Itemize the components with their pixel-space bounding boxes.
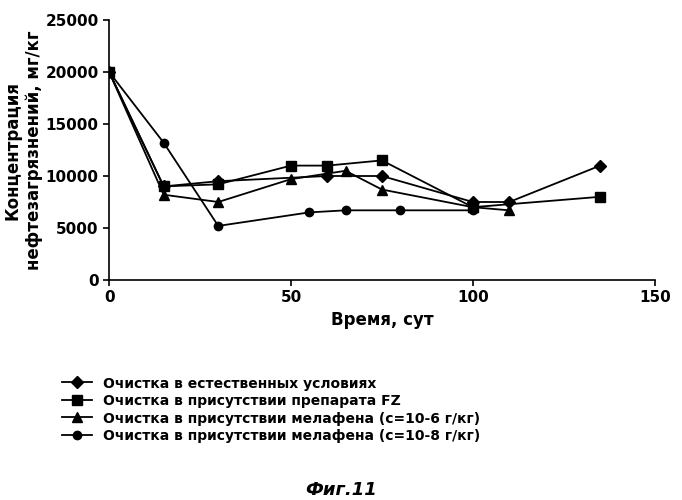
Line: Очистка в естественных условиях: Очистка в естественных условиях	[105, 68, 604, 206]
Y-axis label: Концентрация
нефтезагрязнений, мг/кг: Концентрация нефтезагрязнений, мг/кг	[4, 30, 43, 270]
Очистка в естественных условиях	[469, 199, 477, 205]
Очистка в присутствии мелафена (с=10-6 г/кг)	[378, 186, 386, 192]
Очистка в присутствии препарата FZ	[596, 194, 604, 200]
Очистка в естественных условиях	[160, 184, 168, 190]
Очистка в присутствии мелафена (с=10-8 г/кг)	[214, 223, 222, 229]
Очистка в естественных условиях	[214, 178, 222, 184]
Очистка в присутствии мелафена (с=10-6 г/кг)	[469, 204, 477, 210]
Очистка в присутствии мелафена (с=10-8 г/кг)	[105, 69, 113, 75]
Line: Очистка в присутствии препарата FZ: Очистка в присутствии препарата FZ	[104, 67, 605, 212]
Очистка в присутствии препарата FZ	[214, 182, 222, 188]
Очистка в естественных условиях	[105, 69, 113, 75]
Очистка в присутствии препарата FZ	[105, 69, 113, 75]
Line: Очистка в присутствии мелафена (с=10-8 г/кг): Очистка в присутствии мелафена (с=10-8 г…	[105, 68, 477, 230]
Очистка в естественных условиях	[505, 199, 514, 205]
Очистка в естественных условиях	[596, 162, 604, 168]
Очистка в присутствии мелафена (с=10-8 г/кг)	[160, 140, 168, 145]
Очистка в присутствии мелафена (с=10-6 г/кг)	[342, 168, 350, 174]
Очистка в присутствии препарата FZ	[323, 162, 331, 168]
Очистка в присутствии мелафена (с=10-8 г/кг)	[305, 210, 313, 216]
Очистка в присутствии мелафена (с=10-6 г/кг)	[287, 176, 295, 182]
Очистка в присутствии препарата FZ	[469, 204, 477, 210]
Очистка в присутствии препарата FZ	[160, 184, 168, 190]
Text: Фиг.11: Фиг.11	[305, 481, 377, 499]
X-axis label: Время, сут: Время, сут	[331, 311, 433, 329]
Очистка в присутствии мелафена (с=10-6 г/кг)	[160, 192, 168, 198]
Очистка в присутствии мелафена (с=10-8 г/кг)	[342, 208, 350, 214]
Очистка в присутствии мелафена (с=10-6 г/кг)	[505, 208, 514, 214]
Очистка в присутствии мелафена (с=10-6 г/кг)	[105, 69, 113, 75]
Очистка в присутствии мелафена (с=10-8 г/кг)	[469, 208, 477, 214]
Очистка в присутствии препарата FZ	[378, 158, 386, 164]
Очистка в присутствии мелафена (с=10-6 г/кг)	[214, 199, 222, 205]
Очистка в естественных условиях	[378, 173, 386, 179]
Очистка в присутствии мелафена (с=10-8 г/кг)	[396, 208, 404, 214]
Очистка в естественных условиях	[323, 173, 331, 179]
Legend: Очистка в естественных условиях, Очистка в присутствии препарата FZ, Очистка в п: Очистка в естественных условиях, Очистка…	[61, 376, 480, 443]
Line: Очистка в присутствии мелафена (с=10-6 г/кг): Очистка в присутствии мелафена (с=10-6 г…	[104, 67, 514, 215]
Очистка в присутствии препарата FZ	[287, 162, 295, 168]
